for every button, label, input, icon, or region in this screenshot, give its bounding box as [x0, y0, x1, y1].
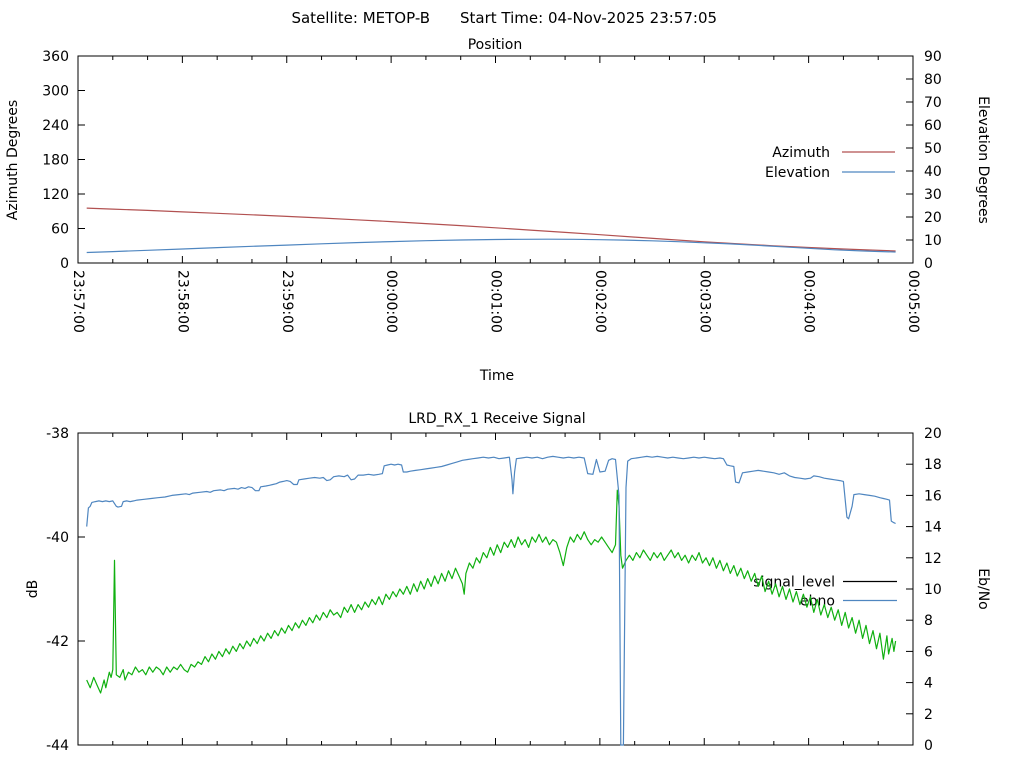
y-left-tick-label: 300	[42, 84, 69, 100]
y-left-tick-label: -42	[46, 634, 69, 650]
y-right-tick-label: 10	[924, 582, 942, 598]
y-right-tick-label: 70	[924, 95, 942, 111]
y-right-tick-label: 30	[924, 187, 942, 203]
receive-signal-chart-series	[86, 455, 897, 746]
y-right-tick-label: 8	[924, 613, 933, 629]
y-right-tick-label: 12	[924, 551, 942, 567]
y-left-tick-label: 0	[60, 256, 69, 272]
y-left-tick-label: 240	[42, 118, 69, 134]
x-tick-label: 00:05:00	[905, 270, 921, 333]
y-left-tick-label: 60	[51, 222, 69, 238]
y-right-tick-label: 16	[924, 488, 942, 504]
series-line-Azimuth	[86, 207, 896, 252]
y-right-tick-label: 2	[924, 707, 933, 723]
y-right-tick-label: 20	[924, 210, 942, 226]
receive-signal-chart-title: LRD_RX_1 Receive Signal	[408, 411, 585, 427]
ebno-axis-label: Eb/No	[975, 568, 991, 610]
y-right-tick-label: 0	[924, 256, 933, 272]
series-line-ebno	[86, 455, 896, 746]
y-right-tick-label: 14	[924, 520, 942, 536]
y-left-tick-label: 180	[42, 153, 69, 169]
time-axis-label: Time	[479, 368, 514, 384]
y-left-tick-label: -40	[46, 530, 69, 546]
y-left-tick-label: -38	[46, 426, 69, 442]
x-tick-label: 00:01:00	[488, 270, 504, 333]
x-tick-label: 00:03:00	[696, 270, 712, 333]
azimuth-axis-label: Azimuth Degrees	[5, 100, 21, 220]
position-chart-legend: Azimuth Elevation	[765, 145, 895, 181]
y-left-tick-label: 360	[42, 49, 69, 65]
elevation-axis-label: Elevation Degrees	[975, 96, 991, 224]
y-right-tick-label: 4	[924, 676, 933, 692]
satellite-title: Satellite: METOP-B	[291, 9, 430, 27]
position-chart-axes: 23:57:00 23:58:00 23:59:00 00:00:00 00:01:00…	[42, 49, 942, 333]
x-tick-label: 23:59:00	[279, 270, 295, 333]
y-right-tick-label: 0	[924, 738, 933, 754]
x-tick-label: 00:04:00	[801, 270, 817, 333]
position-chart-title: Position	[468, 37, 523, 53]
x-tick-label: 23:57:00	[70, 270, 86, 333]
y-left-tick-label: 120	[42, 187, 69, 203]
y-right-tick-label: 80	[924, 72, 942, 88]
y-left-tick-label: -44	[46, 738, 69, 754]
legend-label-Elevation: Elevation	[765, 165, 830, 181]
receive-signal-chart-axes: -44 -42 -40 -38 0 2 4 6 8 10 12 14 16 18 20	[46, 426, 942, 754]
y-right-tick-label: 10	[924, 233, 942, 249]
series-line-signal_level	[86, 489, 897, 694]
y-right-tick-label: 40	[924, 164, 942, 180]
static-text-layer: Satellite: METOP-B Start Time: 04-Nov-20…	[5, 9, 991, 610]
y-right-tick-label: 18	[924, 457, 942, 473]
y-right-tick-label: 20	[924, 426, 942, 442]
legend-label-Azimuth: Azimuth	[772, 145, 830, 161]
start-time-title: Start Time: 04-Nov-2025 23:57:05	[460, 9, 717, 27]
legend-label-signal_level: signal_level	[753, 575, 835, 591]
position-chart-series	[86, 207, 896, 254]
y-right-tick-label: 6	[924, 644, 933, 660]
db-axis-label: dB	[25, 580, 41, 599]
series-line-Elevation	[86, 238, 896, 254]
y-right-tick-label: 90	[924, 49, 942, 65]
x-tick-label: 00:02:00	[592, 270, 608, 333]
y-right-tick-label: 50	[924, 141, 942, 157]
x-tick-label: 00:00:00	[383, 270, 399, 333]
x-tick-label: 23:58:00	[174, 270, 190, 333]
y-right-tick-label: 60	[924, 118, 942, 134]
